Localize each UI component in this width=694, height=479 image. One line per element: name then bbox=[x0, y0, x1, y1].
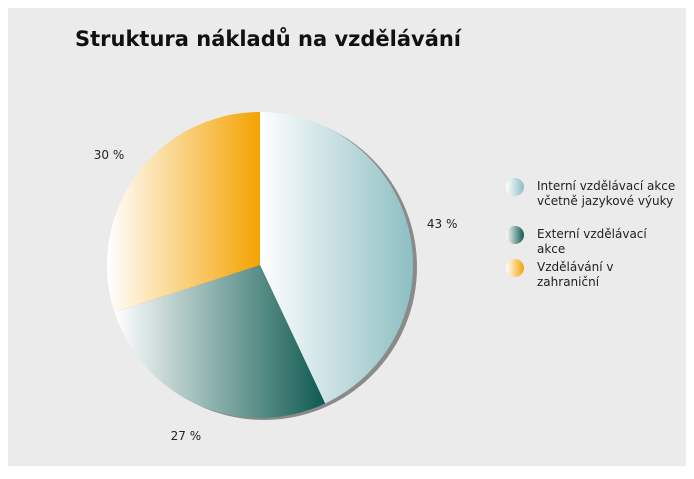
pie-slice bbox=[106, 112, 260, 313]
pie-slice bbox=[260, 112, 413, 404]
value-label: 27 % bbox=[171, 429, 202, 443]
legend-swatch bbox=[506, 178, 524, 196]
chart-title: Struktura nákladů na vzdělávání bbox=[75, 27, 463, 51]
legend-label: Vzdělávání v zahraniční bbox=[537, 260, 614, 289]
legend-swatch bbox=[506, 226, 524, 244]
value-label: 43 % bbox=[427, 217, 458, 231]
legend-label: Interní vzdělávací akce včetně jazykové … bbox=[537, 179, 676, 208]
legend-label: Externí vzdělávací akce bbox=[537, 227, 647, 256]
value-label: 30 % bbox=[94, 148, 125, 162]
pie-slice bbox=[114, 265, 326, 418]
legend-swatch bbox=[506, 259, 524, 277]
